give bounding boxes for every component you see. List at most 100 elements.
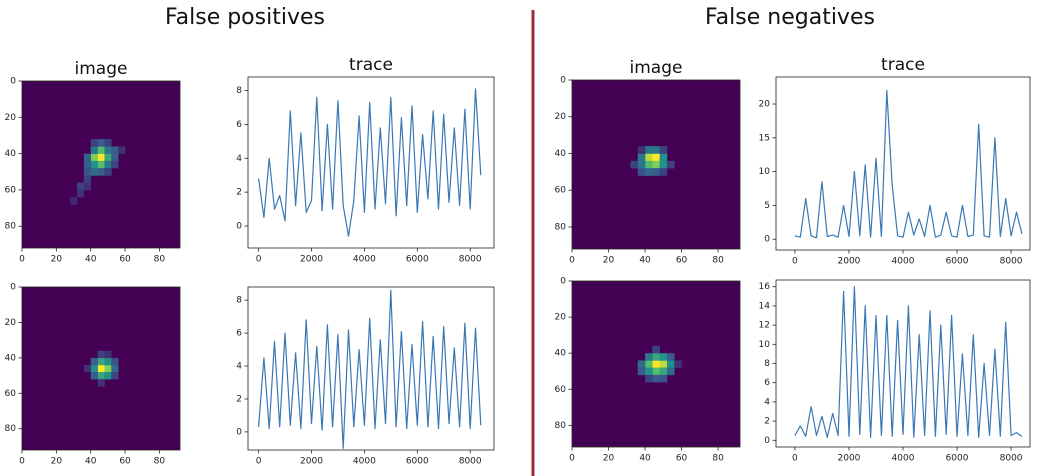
pixel bbox=[637, 160, 646, 169]
pixel bbox=[674, 360, 682, 368]
chart: 0 2000 4000 6000 8000 0 2 4 6 8 10 12 14 16 bbox=[759, 279, 1031, 464]
trace-line bbox=[794, 286, 1023, 438]
chart: 0 2000 4000 6000 8000 0 2 4 6 8 bbox=[236, 286, 495, 467]
y-tick-label: 0 bbox=[764, 436, 770, 446]
plot-area bbox=[776, 77, 1030, 250]
y-tick-label: 80 bbox=[5, 222, 17, 232]
chart-title: trace bbox=[349, 55, 393, 75]
x-tick-label: 6000 bbox=[946, 454, 969, 464]
pixel bbox=[652, 146, 660, 154]
x-tick-label: 4000 bbox=[353, 255, 376, 265]
pixel bbox=[104, 139, 112, 147]
pixel bbox=[118, 146, 126, 154]
y-tick-label: 60 bbox=[555, 186, 567, 196]
pixel bbox=[637, 168, 646, 176]
y-tick-label: 0 bbox=[10, 77, 16, 87]
y-tick-label: 0 bbox=[10, 283, 16, 293]
pixel bbox=[97, 168, 105, 176]
y-tick-label: 80 bbox=[555, 421, 567, 431]
x-tick-label: 20 bbox=[603, 256, 615, 266]
pixel bbox=[645, 353, 653, 361]
y-tick-label: 20 bbox=[555, 112, 567, 122]
x-tick-label: 0 bbox=[256, 255, 262, 265]
y-tick-label: 60 bbox=[555, 385, 567, 395]
pixel bbox=[111, 146, 119, 154]
pixel bbox=[90, 168, 98, 176]
pixel bbox=[83, 153, 91, 162]
y-tick-label: 40 bbox=[555, 149, 567, 159]
y-tick-label: 80 bbox=[555, 222, 567, 232]
pixel bbox=[645, 367, 653, 376]
trace-line bbox=[794, 89, 1023, 239]
pixel bbox=[97, 357, 105, 366]
x-tick-label: 0 bbox=[569, 454, 575, 464]
plot-area bbox=[248, 77, 494, 248]
pixel bbox=[111, 160, 119, 169]
x-tick-label: 20 bbox=[51, 255, 63, 265]
x-tick-label: 40 bbox=[85, 457, 97, 467]
trace-line bbox=[258, 88, 482, 237]
chart-title: image bbox=[630, 58, 683, 78]
pixel bbox=[652, 374, 660, 383]
y-tick-label: 2 bbox=[236, 188, 242, 198]
pixel bbox=[659, 146, 668, 154]
pixel bbox=[645, 146, 653, 154]
x-tick-label: 6000 bbox=[946, 257, 969, 267]
x-tick-label: 4000 bbox=[892, 454, 915, 464]
pixel bbox=[666, 367, 675, 376]
y-tick-label: 0 bbox=[560, 277, 566, 287]
pixel bbox=[104, 357, 112, 366]
pixel bbox=[659, 168, 668, 176]
pixel bbox=[104, 364, 112, 373]
x-tick-label: 6000 bbox=[406, 457, 429, 467]
y-tick-label: 20 bbox=[5, 318, 17, 328]
x-tick-label: 0 bbox=[256, 457, 262, 467]
pixel bbox=[97, 146, 105, 154]
pixel bbox=[83, 175, 91, 183]
x-tick-label: 0 bbox=[792, 257, 798, 267]
x-tick-label: 2000 bbox=[300, 457, 323, 467]
y-tick-label: 0 bbox=[236, 221, 242, 231]
pixel bbox=[104, 168, 112, 176]
y-tick-label: 40 bbox=[555, 349, 567, 359]
pixel bbox=[90, 146, 98, 154]
y-tick-label: 10 bbox=[759, 340, 771, 350]
pixel bbox=[83, 168, 91, 176]
x-tick-label: 0 bbox=[19, 255, 25, 265]
y-tick-label: 4 bbox=[236, 362, 242, 372]
x-tick-label: 2000 bbox=[300, 255, 323, 265]
pixel bbox=[90, 364, 98, 373]
pixel bbox=[666, 360, 675, 368]
y-tick-label: 8 bbox=[764, 359, 770, 369]
x-tick-label: 80 bbox=[712, 256, 724, 266]
pixel bbox=[652, 168, 660, 176]
pixel bbox=[90, 160, 98, 169]
x-tick-label: 4000 bbox=[892, 257, 915, 267]
chart: image 0 20 40 60 80 0 20 40 60 80 bbox=[5, 59, 181, 265]
pixel bbox=[652, 160, 660, 169]
chart: image 0 20 40 60 80 0 20 40 60 80 bbox=[555, 58, 741, 266]
y-tick-label: 10 bbox=[759, 167, 771, 177]
plot-area bbox=[248, 287, 494, 450]
x-tick-label: 40 bbox=[639, 454, 651, 464]
y-tick-label: 0 bbox=[560, 76, 566, 86]
pixel bbox=[97, 153, 105, 162]
x-tick-label: 0 bbox=[569, 256, 575, 266]
chart: trace 0 2000 4000 6000 8000 0 5 10 15 20 bbox=[759, 55, 1031, 267]
y-tick-label: 5 bbox=[764, 201, 770, 211]
pixel bbox=[645, 360, 653, 368]
x-tick-label: 60 bbox=[119, 255, 131, 265]
x-tick-label: 60 bbox=[676, 454, 688, 464]
pixel bbox=[90, 357, 98, 366]
pixel bbox=[652, 345, 660, 354]
x-tick-label: 0 bbox=[792, 454, 798, 464]
x-tick-label: 80 bbox=[154, 457, 166, 467]
chart: trace 0 2000 4000 6000 8000 0 2 4 6 8 bbox=[236, 55, 495, 265]
x-tick-label: 40 bbox=[639, 256, 651, 266]
pixel bbox=[659, 353, 668, 361]
axes-frame bbox=[21, 286, 181, 451]
y-tick-label: 6 bbox=[236, 120, 242, 130]
y-tick-label: 20 bbox=[5, 113, 17, 123]
pixel bbox=[645, 374, 653, 383]
